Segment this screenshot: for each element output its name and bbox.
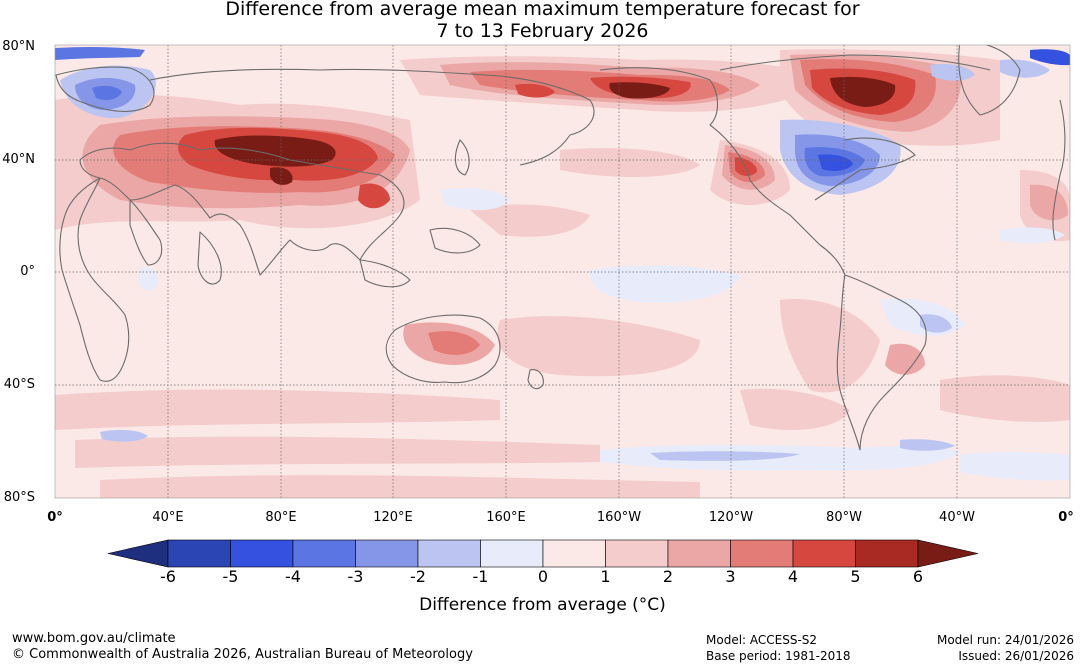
colorbar-segment [792,539,856,568]
lon-label-160w: 160°W [596,510,642,525]
colorbar-segment [855,539,919,568]
footer-issued: Issued: 26/01/2026 [958,649,1074,663]
colorbar-segment [167,539,231,568]
map-title-line1: Difference from average mean maximum tem… [225,0,860,20]
coastlines [55,45,1066,451]
footer-website[interactable]: www.bom.gov.au/climate [12,631,176,646]
colorbar-segment [292,539,356,568]
colorbar-extend-high [917,539,979,568]
lon-label-0-left: 0° [47,510,63,525]
lon-label-40w: 40°W [939,510,975,525]
colorbar-tick-label: 3 [725,567,736,586]
lon-label-0-right: 0° [1058,510,1074,525]
colorbar-tick-label: 5 [850,567,861,586]
footer-base-period: Base period: 1981-2018 [706,649,851,663]
lat-label-0: 0° [20,264,35,279]
colorbar-segment [417,539,481,568]
colorbar-tick-label: -1 [472,567,489,586]
colorbar-tick-label: -3 [347,567,364,586]
colorbar-tick-label: 4 [787,567,799,586]
colorbar-tick-label: 2 [662,567,674,586]
lon-label-120w: 120°W [708,510,754,525]
lon-label-40e: 40°E [152,510,184,525]
colorbar-segment [667,539,731,568]
colorbar-segment [355,539,419,568]
colorbar-segments [107,539,979,568]
anomaly-map [54,44,1071,499]
lon-label-120e: 120°E [373,510,413,525]
anomaly-extreme-warm-regions [214,76,896,185]
colorbar-tick-label: -4 [285,567,301,586]
lon-label-80w: 80°W [826,510,862,525]
colorbar-tick-label: 0 [537,567,549,586]
colorbar-tick-label: 1 [600,567,611,586]
lon-label-80e: 80°E [265,510,297,525]
colorbar-segment [605,539,669,568]
colorbar-extend-low [107,539,169,568]
colorbar-segment [730,539,794,568]
colorbar-tick-label: -6 [160,567,176,586]
colorbar-segment [230,539,294,568]
footer-model: Model: ACCESS-S2 [706,633,818,647]
colorbar-tick-label: 6 [912,567,924,586]
colorbar-title: Difference from average (°C) [419,595,666,615]
graticule [55,45,1070,498]
colorbar-segment [480,539,544,568]
colorbar [107,539,979,568]
footer-copyright: © Commonwealth of Australia 2026, Austra… [12,647,473,662]
colorbar-segment [542,539,606,568]
lat-label-40n: 40°N [2,152,35,167]
footer-model-run: Model run: 24/01/2026 [936,633,1074,647]
lat-label-80n: 80°N [2,39,35,54]
lon-label-160e: 160°E [486,510,526,525]
lat-label-40s: 40°S [3,377,35,392]
colorbar-tick-label: -2 [410,567,426,586]
lat-label-80s: 80°S [3,490,35,505]
map-title-line2: 7 to 13 February 2026 [436,20,649,42]
colorbar-tick-label: -5 [222,567,239,586]
map-frame [54,44,1071,499]
